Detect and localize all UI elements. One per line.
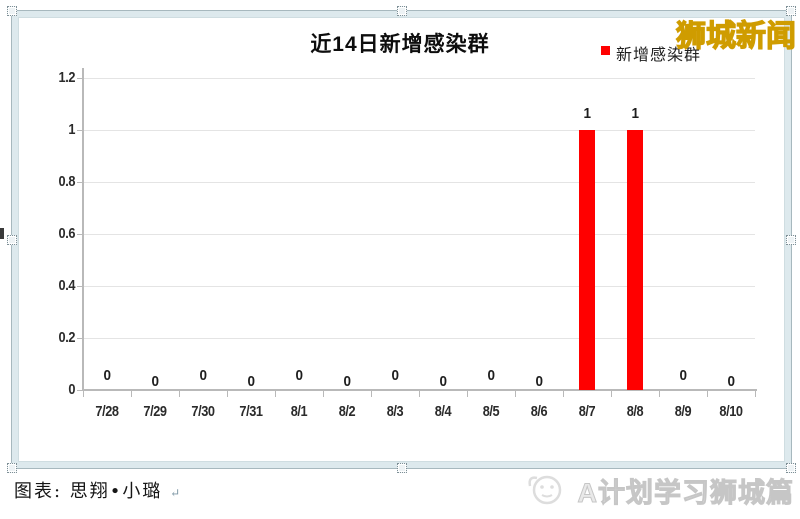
- x-tick-label: 8/2: [338, 403, 356, 420]
- resize-handle-top-middle[interactable]: [396, 6, 407, 16]
- x-tick-label: 8/8: [626, 403, 644, 420]
- x-axis-tick: [275, 390, 276, 397]
- x-tick-label: 8/9: [674, 403, 692, 420]
- resize-handle-bottom-middle[interactable]: [396, 463, 407, 473]
- data-label: 0: [439, 373, 447, 390]
- y-axis-tick: [77, 182, 83, 183]
- x-axis-tick: [707, 390, 708, 397]
- data-label: 0: [487, 367, 495, 384]
- site-badge: 狮城新闻: [675, 19, 796, 53]
- data-label: 0: [535, 373, 543, 390]
- bar: [579, 130, 595, 390]
- legend-label: 新增感染群: [616, 45, 702, 64]
- x-axis-tick: [755, 390, 756, 397]
- x-axis-tick: [659, 390, 660, 397]
- resize-handle-top-left[interactable]: [7, 6, 17, 16]
- x-axis-tick: [611, 390, 612, 397]
- y-tick-label: 0.8: [58, 173, 76, 190]
- resize-handle-bottom-left[interactable]: [7, 463, 17, 473]
- x-axis-tick: [227, 390, 228, 397]
- y-axis-tick: [77, 234, 83, 235]
- y-tick-label: 0.4: [58, 277, 76, 294]
- y-axis-tick: [77, 338, 83, 339]
- y-axis-line: [82, 68, 84, 390]
- data-label: 0: [199, 367, 207, 384]
- watermark-logo-icon: [524, 470, 570, 511]
- data-label: 0: [295, 367, 303, 384]
- paragraph-mark: ↵: [170, 486, 181, 500]
- object-anchor-mark: [0, 228, 4, 239]
- y-tick-label: 0: [68, 381, 75, 398]
- resize-handle-top-right[interactable]: [786, 6, 796, 16]
- gridline: [83, 130, 755, 131]
- bar: [627, 130, 643, 390]
- x-tick-label: 8/7: [578, 403, 596, 420]
- x-axis-tick: [419, 390, 420, 397]
- gridline: [83, 338, 755, 339]
- data-label: 0: [727, 373, 735, 390]
- y-tick-label: 1: [68, 121, 75, 138]
- resize-handle-middle-right[interactable]: [786, 234, 796, 245]
- data-label: 0: [679, 367, 687, 384]
- x-tick-label: 8/6: [530, 403, 548, 420]
- x-axis-tick: [323, 390, 324, 397]
- x-axis-tick: [563, 390, 564, 397]
- y-tick-label: 0.6: [58, 225, 76, 242]
- chart-object-frame[interactable]: [7, 6, 796, 473]
- watermark: A计划学习狮城篇: [524, 470, 795, 511]
- data-label: 1: [583, 105, 591, 122]
- x-axis-tick: [515, 390, 516, 397]
- chart-title: 近14日新增感染群: [310, 33, 490, 56]
- caption-text: 图表: 思翔•小璐: [14, 481, 163, 502]
- x-axis-tick: [179, 390, 180, 397]
- legend-swatch: [601, 46, 610, 55]
- x-tick-label: 8/1: [290, 403, 308, 420]
- chart-caption: 图表: 思翔•小璐 ↵: [14, 477, 180, 503]
- resize-handle-middle-left[interactable]: [7, 234, 17, 245]
- data-label: 0: [343, 373, 351, 390]
- gridline: [83, 78, 755, 79]
- gridline: [83, 182, 755, 183]
- x-axis-tick: [371, 390, 372, 397]
- data-label: 0: [103, 367, 111, 384]
- y-axis-tick: [77, 390, 83, 391]
- y-axis-tick: [77, 130, 83, 131]
- x-tick-label: 8/10: [719, 403, 743, 420]
- data-label: 1: [631, 105, 639, 122]
- x-axis-tick: [467, 390, 468, 397]
- y-tick-label: 1.2: [58, 69, 76, 86]
- x-tick-label: 8/3: [386, 403, 404, 420]
- x-tick-label: 8/4: [434, 403, 452, 420]
- x-tick-label: 7/29: [143, 403, 167, 420]
- data-label: 0: [391, 367, 399, 384]
- x-axis-tick: [131, 390, 132, 397]
- y-axis-tick: [77, 286, 83, 287]
- x-tick-label: 7/30: [191, 403, 215, 420]
- x-axis-line: [83, 389, 757, 391]
- y-axis-tick: [77, 78, 83, 79]
- watermark-text: A计划学习狮城篇: [577, 478, 794, 509]
- resize-handle-bottom-right[interactable]: [786, 463, 796, 473]
- x-tick-label: 7/31: [239, 403, 263, 420]
- x-tick-label: 7/28: [95, 403, 119, 420]
- chart-legend: 新增感染群: [601, 41, 701, 65]
- data-label: 0: [247, 373, 255, 390]
- data-label: 0: [151, 373, 159, 390]
- x-axis-tick: [83, 390, 84, 397]
- y-tick-label: 0.2: [58, 329, 76, 346]
- gridline: [83, 286, 755, 287]
- gridline: [83, 234, 755, 235]
- x-tick-label: 8/5: [482, 403, 500, 420]
